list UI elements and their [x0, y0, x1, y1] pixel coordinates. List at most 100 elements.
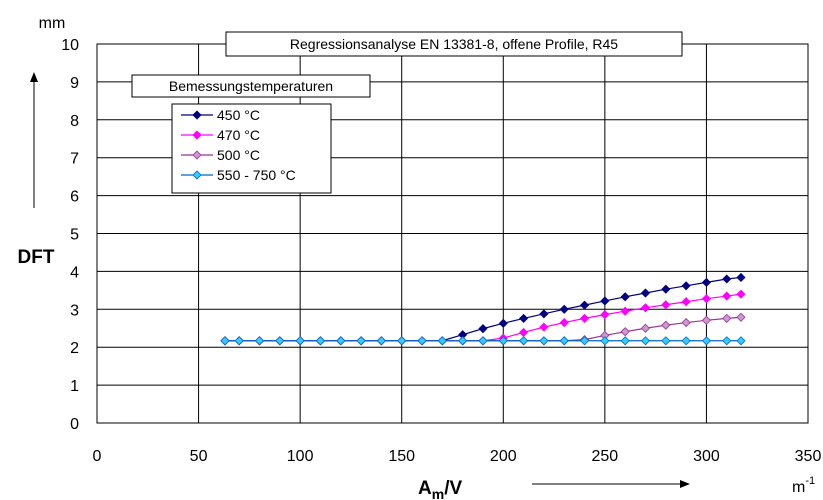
x-tick-labels: 0 50 100 150 200 250 300 350 [93, 448, 822, 465]
legend-label: 550 - 750 °C [217, 167, 296, 183]
data-point [539, 322, 549, 332]
data-point [620, 306, 630, 316]
data-point [234, 336, 244, 346]
y-tick-label: 10 [61, 37, 79, 54]
legend-item: 550 - 750 °C [181, 167, 296, 183]
data-point [600, 336, 610, 346]
y-tick-label: 6 [70, 189, 79, 206]
x-tick-label: 300 [693, 448, 720, 465]
data-point [736, 289, 746, 299]
data-point [681, 297, 691, 307]
data-point [701, 277, 711, 287]
data-point [478, 336, 488, 346]
data-point [661, 284, 671, 294]
data-point [579, 336, 590, 346]
data-point [519, 336, 529, 346]
data-point [498, 336, 508, 346]
data-point [458, 336, 468, 346]
x-unit-exponent: -1 [805, 475, 815, 487]
data-point [275, 336, 285, 346]
legend-item: 450 °C [181, 107, 260, 123]
legend-item: 470 °C [181, 127, 260, 143]
data-point [559, 336, 569, 346]
data-point [620, 336, 630, 346]
data-point [701, 336, 711, 346]
legend-title-box: Bemessungstemperaturen [131, 74, 371, 98]
data-point [722, 291, 732, 301]
x-tick-label: 150 [388, 448, 415, 465]
legend-label: 500 °C [217, 147, 260, 163]
data-point [478, 324, 488, 334]
data-point [736, 336, 746, 346]
y-tick-labels: 0 1 2 3 4 5 6 7 8 9 10 [61, 37, 79, 433]
y-tick-label: 9 [70, 75, 79, 92]
chart-title: Regressionsanalyse EN 13381-8, offene Pr… [290, 36, 618, 52]
x-tick-label: 0 [93, 448, 102, 465]
y-unit-label: mm [39, 15, 66, 32]
data-point [722, 313, 732, 323]
data-point [559, 317, 569, 328]
data-point [600, 296, 610, 306]
data-point [220, 336, 230, 346]
y-tick-label: 5 [70, 227, 79, 244]
data-point [722, 274, 732, 284]
y-arrow [30, 72, 38, 208]
data-point [417, 336, 427, 346]
data-point [579, 313, 590, 323]
legend-marker [192, 110, 202, 120]
data-point [397, 336, 407, 346]
x-tick-label: 100 [287, 448, 314, 465]
data-point [661, 320, 671, 330]
data-point [736, 272, 746, 283]
plot-area [96, 43, 809, 424]
data-point [681, 336, 691, 346]
data-point [681, 281, 691, 291]
data-point [498, 318, 508, 328]
legend-marker [192, 130, 202, 140]
data-point [519, 313, 529, 323]
x-axis-label: Am/V [418, 478, 462, 500]
data-point [661, 300, 671, 310]
legend-label: 470 °C [217, 127, 260, 143]
y-tick-label: 3 [70, 302, 79, 319]
data-point [539, 309, 549, 319]
y-tick-label: 1 [70, 378, 79, 395]
legend-marker [192, 150, 202, 160]
data-point [600, 310, 610, 320]
x-arrow [532, 480, 690, 488]
data-point [579, 300, 590, 310]
chart-title-box: Regressionsanalyse EN 13381-8, offene Pr… [225, 31, 683, 57]
legend-title: Bemessungstemperaturen [169, 78, 333, 94]
x-unit-text: m [792, 479, 805, 496]
legend: 450 °C 470 °C 500 °C 550 - 750 °C [171, 103, 332, 194]
series-markers [220, 272, 746, 346]
legend-item: 500 °C [181, 147, 260, 163]
y-tick-label: 2 [70, 340, 79, 357]
x-axis-label-main: A [418, 478, 432, 499]
data-point [254, 336, 265, 346]
data-point [701, 315, 711, 325]
data-point [437, 336, 447, 346]
y-tick-label: 7 [70, 151, 79, 168]
data-point [640, 288, 651, 298]
data-point [356, 336, 366, 346]
x-unit-label: m-1 [792, 475, 815, 496]
x-axis-label-tail: /V [444, 478, 462, 499]
x-axis-label-subscript: m [432, 486, 444, 500]
data-point [620, 292, 630, 302]
data-point [620, 327, 630, 337]
data-point [640, 303, 651, 313]
data-point [315, 336, 326, 346]
x-tick-label: 200 [490, 448, 517, 465]
data-point [640, 323, 651, 333]
legend-marker [192, 170, 202, 180]
data-point [736, 312, 746, 322]
data-point [539, 336, 549, 346]
y-tick-label: 8 [70, 113, 79, 130]
data-point [295, 336, 305, 346]
y-tick-label: 4 [70, 264, 79, 281]
data-point [722, 336, 732, 346]
data-point [681, 317, 691, 328]
data-point [701, 294, 711, 304]
